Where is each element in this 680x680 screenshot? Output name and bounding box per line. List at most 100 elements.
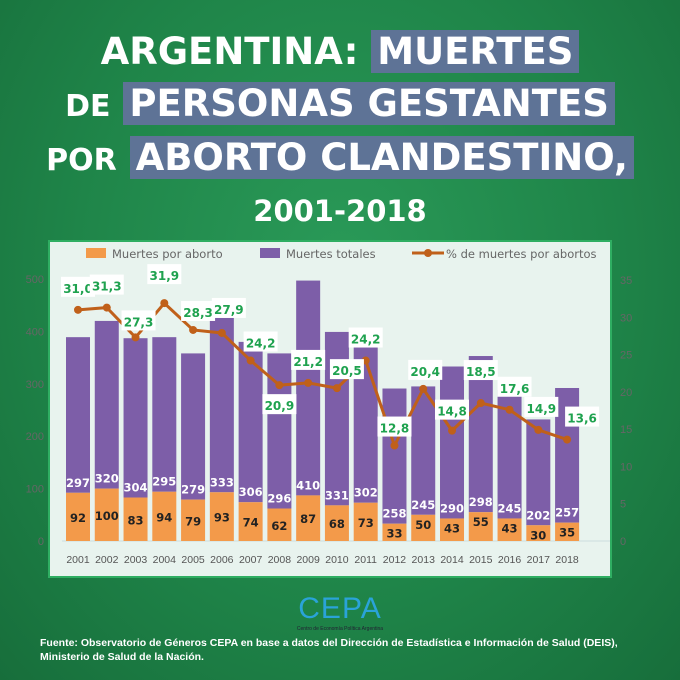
percent-label-box bbox=[329, 359, 364, 380]
bar-label-aborto: 87 bbox=[300, 512, 316, 526]
x-tick-label: 2002 bbox=[95, 554, 119, 566]
percent-label-box bbox=[89, 274, 124, 295]
bar-muertes-aborto bbox=[468, 512, 493, 541]
percent-point bbox=[189, 325, 198, 334]
x-tick-label: 2016 bbox=[498, 554, 522, 566]
bar-label-aborto: 62 bbox=[271, 519, 287, 533]
percent-label-box bbox=[211, 297, 246, 318]
percent-label: 21,2 bbox=[293, 355, 323, 369]
percent-label-box bbox=[435, 399, 470, 420]
y-left-tick: 200 bbox=[26, 431, 44, 443]
percent-label-box bbox=[243, 331, 278, 352]
bar-muertes-totales bbox=[296, 280, 321, 496]
title-line-3: POR ABORTO CLANDESTINO, bbox=[0, 136, 680, 179]
source-line-1: Fuente: Observatorio de Géneros CEPA en … bbox=[40, 637, 618, 649]
bar-label-aborto: 33 bbox=[386, 527, 402, 541]
percent-label: 24,2 bbox=[351, 333, 381, 347]
percent-label: 18,5 bbox=[466, 365, 496, 379]
percent-label: 20,9 bbox=[265, 399, 295, 413]
percent-point bbox=[505, 405, 514, 414]
bar-muertes-aborto bbox=[382, 523, 407, 541]
percent-label-box bbox=[497, 376, 532, 397]
percent-label: 31,0 bbox=[63, 282, 93, 296]
bar-label-aborto: 92 bbox=[70, 511, 86, 525]
y-left-tick: 100 bbox=[26, 484, 44, 496]
bar-label-totales: 331 bbox=[325, 488, 349, 502]
bar-label-totales: 245 bbox=[498, 501, 522, 515]
bar-muertes-totales bbox=[468, 356, 493, 513]
percent-label-box bbox=[565, 406, 600, 427]
bar-label-aborto: 55 bbox=[473, 515, 489, 529]
x-tick-label: 2008 bbox=[268, 554, 292, 566]
bar-muertes-totales bbox=[66, 337, 90, 493]
x-tick-label: 2006 bbox=[210, 554, 234, 566]
bar-label-totales: 320 bbox=[95, 472, 119, 486]
percent-point bbox=[419, 384, 428, 393]
y-right-tick: 15 bbox=[620, 424, 632, 436]
bar-label-totales: 298 bbox=[469, 495, 493, 509]
bar-muertes-aborto bbox=[324, 505, 349, 541]
title-text: DE bbox=[65, 89, 111, 124]
bar-label-totales: 302 bbox=[354, 486, 378, 500]
x-tick-label: 2011 bbox=[354, 554, 377, 566]
bar-label-totales: 279 bbox=[181, 483, 205, 497]
bar-muertes-aborto bbox=[238, 502, 263, 541]
title-highlight: ABORTO CLANDESTINO, bbox=[129, 136, 634, 179]
bar-label-totales: 258 bbox=[382, 507, 406, 521]
x-tick-label: 2003 bbox=[124, 554, 148, 566]
percent-label-box bbox=[262, 394, 297, 415]
bar-muertes-aborto bbox=[411, 514, 436, 541]
percent-point bbox=[563, 435, 572, 444]
x-tick-label: 2018 bbox=[555, 554, 579, 566]
bar-label-aborto: 83 bbox=[128, 513, 144, 527]
bar-label-totales: 410 bbox=[296, 478, 320, 492]
y-left-tick: 500 bbox=[26, 274, 44, 286]
y-right-tick: 35 bbox=[620, 275, 632, 287]
bar-label-aborto: 30 bbox=[530, 528, 546, 542]
percent-label-box bbox=[524, 396, 559, 417]
logo-text: CEPA bbox=[298, 592, 382, 625]
source-note: Fuente: Observatorio de Géneros CEPA en … bbox=[40, 636, 618, 664]
x-tick-label: 2010 bbox=[325, 554, 349, 566]
bar-label-totales: 257 bbox=[555, 506, 579, 520]
bar-muertes-totales bbox=[152, 337, 177, 492]
percent-label: 14,8 bbox=[437, 405, 467, 419]
percent-label: 13,6 bbox=[567, 412, 597, 426]
bar-muertes-aborto bbox=[497, 518, 522, 541]
legend-label-percent: % de muertes por abortos bbox=[446, 247, 597, 261]
percent-label: 27,3 bbox=[124, 315, 154, 329]
bar-label-aborto: 43 bbox=[444, 521, 460, 535]
bar-label-aborto: 74 bbox=[243, 516, 259, 530]
percent-label-box bbox=[121, 310, 156, 331]
x-tick-label: 2015 bbox=[469, 554, 493, 566]
title-years: 2001-2018 bbox=[253, 194, 427, 228]
title-highlight: PERSONAS GESTANTES bbox=[123, 82, 615, 125]
percent-point bbox=[304, 378, 313, 387]
percent-label-box bbox=[463, 360, 498, 381]
percent-label-box bbox=[377, 416, 412, 437]
y-right-tick: 30 bbox=[620, 312, 632, 324]
percent-label-box bbox=[408, 359, 443, 380]
bar-label-aborto: 68 bbox=[329, 517, 345, 531]
bar-label-totales: 333 bbox=[210, 475, 234, 489]
percent-label: 17,6 bbox=[500, 382, 530, 396]
y-left-tick: 400 bbox=[26, 326, 44, 338]
bar-label-totales: 202 bbox=[526, 508, 550, 522]
x-tick-label: 2001 bbox=[66, 554, 90, 566]
title-line-1: ARGENTINA: MUERTES bbox=[0, 30, 680, 73]
percent-point bbox=[160, 299, 169, 308]
percent-point bbox=[534, 425, 543, 434]
bar-label-aborto: 94 bbox=[156, 510, 172, 524]
bar-muertes-totales bbox=[94, 320, 119, 489]
bar-muertes-aborto bbox=[181, 499, 206, 541]
percent-point bbox=[275, 381, 284, 390]
y-right-tick: 0 bbox=[620, 536, 626, 548]
bar-muertes-aborto bbox=[209, 492, 234, 541]
percent-point bbox=[102, 303, 111, 312]
bar-label-aborto: 100 bbox=[95, 509, 119, 523]
x-tick-label: 2013 bbox=[412, 554, 436, 566]
bar-muertes-totales bbox=[440, 366, 465, 519]
bar-label-totales: 306 bbox=[239, 485, 263, 499]
x-tick-label: 2005 bbox=[181, 554, 205, 566]
